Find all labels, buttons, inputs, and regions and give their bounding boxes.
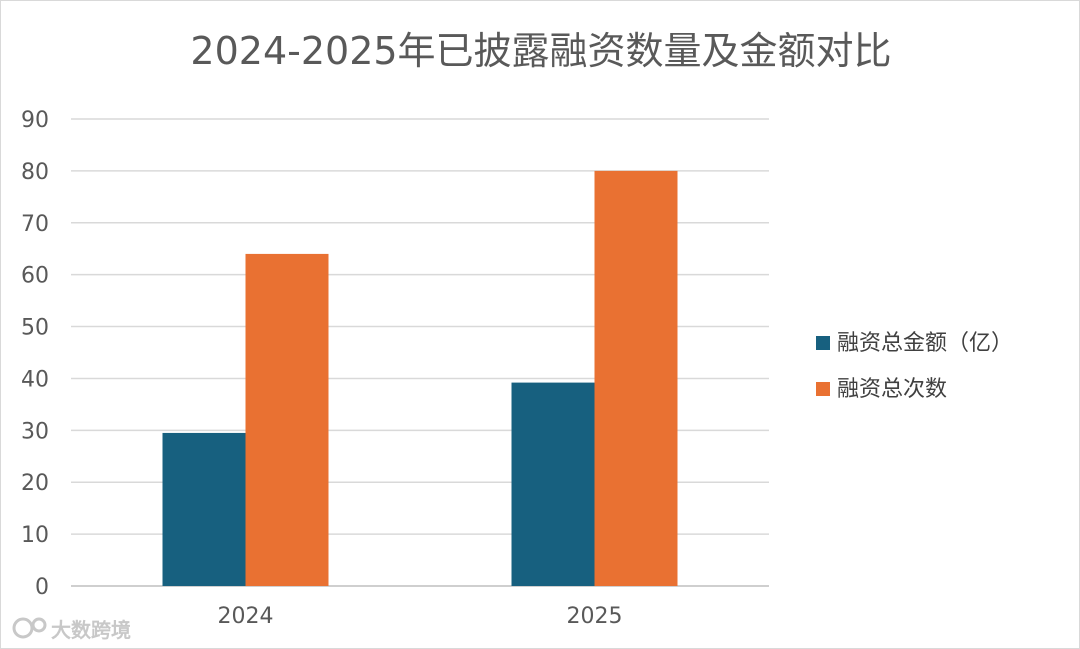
y-axis-tick-labels: 0 10 20 30 40 50 60 70 80 90 xyxy=(21,108,49,600)
legend-label: 融资总金额（亿） xyxy=(837,331,1013,356)
y-tick-label: 40 xyxy=(21,367,49,392)
x-tick-label: 2024 xyxy=(218,604,274,629)
y-tick-label: 50 xyxy=(21,316,49,341)
y-tick-label: 0 xyxy=(35,575,49,600)
bar-count-2024 xyxy=(245,253,329,586)
x-axis-tick-labels: 2024 2025 xyxy=(218,604,623,629)
brand-logo-icon xyxy=(12,617,47,639)
y-tick-label: 90 xyxy=(21,108,49,133)
y-tick-label: 70 xyxy=(21,212,49,237)
y-tick-label: 60 xyxy=(21,264,49,289)
y-tick-label: 10 xyxy=(21,523,49,548)
legend: 融资总金额（亿） 融资总次数 xyxy=(816,331,1013,402)
y-tick-label: 20 xyxy=(21,471,49,496)
bar-amount-2024 xyxy=(162,432,246,586)
bar-count-2025 xyxy=(594,170,678,586)
legend-swatch xyxy=(816,382,830,396)
legend-swatch xyxy=(816,336,830,350)
chart-title: 2024-2025年已披露融资数量及金额对比 xyxy=(190,29,891,73)
bar-amount-2025 xyxy=(511,382,595,586)
x-tick-label: 2025 xyxy=(567,604,623,629)
y-tick-label: 30 xyxy=(21,419,49,444)
watermark: 大数跨境 xyxy=(12,617,131,642)
watermark-text: 大数跨境 xyxy=(51,618,131,642)
y-tick-label: 80 xyxy=(21,160,49,185)
legend-label: 融资总次数 xyxy=(837,377,947,402)
bars xyxy=(162,170,678,586)
